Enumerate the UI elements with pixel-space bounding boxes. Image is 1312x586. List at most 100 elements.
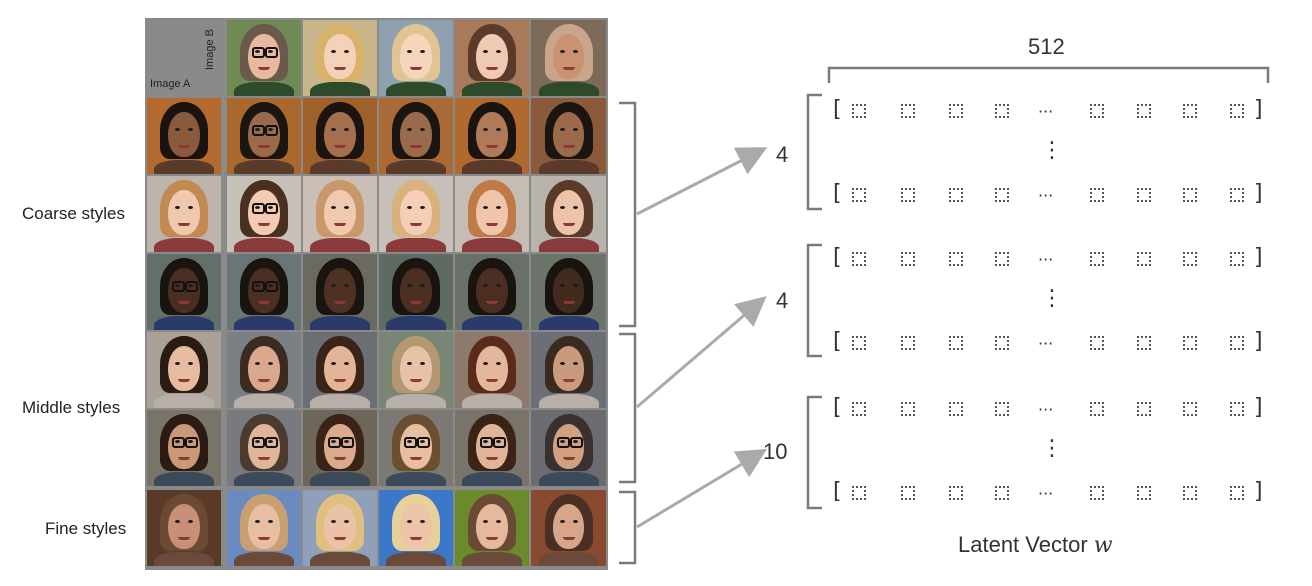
face-skin <box>168 345 200 392</box>
latent-entry <box>1090 252 1104 266</box>
face-eye <box>268 284 274 288</box>
face-mouth <box>334 145 346 149</box>
face-eye <box>559 206 565 210</box>
face-mouth <box>486 457 498 461</box>
face-skin <box>552 503 585 550</box>
face-cell <box>227 410 301 486</box>
face-shirt <box>462 82 522 96</box>
face-cell <box>531 332 606 408</box>
face-shirt <box>386 394 446 408</box>
face-skin <box>476 345 508 392</box>
face-cell <box>147 254 221 330</box>
face-shirt <box>386 82 446 96</box>
face-eye <box>573 520 578 524</box>
face-eye <box>344 50 350 54</box>
face-eye <box>496 284 502 288</box>
latent-entry <box>852 486 866 500</box>
latent-vector-title: Latent Vector w <box>958 532 1113 558</box>
face-cell <box>455 20 529 96</box>
face-shirt <box>310 394 370 408</box>
close-bracket: ] <box>1254 479 1263 504</box>
face-skin <box>400 189 432 236</box>
face-cell <box>379 98 453 174</box>
face-eye <box>573 362 578 366</box>
latent-entry <box>995 252 1009 266</box>
face-mouth <box>258 537 270 541</box>
face-shirt <box>538 394 599 408</box>
face-skin <box>476 189 508 236</box>
face-mouth <box>562 223 575 227</box>
face-eye <box>175 440 181 444</box>
face-eye <box>496 520 502 524</box>
close-bracket: ] <box>1254 245 1263 270</box>
face-eye <box>496 128 502 132</box>
face-shirt <box>234 472 294 486</box>
face-mouth <box>334 379 346 383</box>
face-eye <box>344 284 350 288</box>
face-shirt <box>462 160 522 174</box>
face-mouth <box>334 457 346 461</box>
face-eye <box>483 284 489 288</box>
face-shirt <box>154 160 214 174</box>
latent-entry <box>995 486 1009 500</box>
face-cell <box>303 98 377 174</box>
face-eye <box>407 206 413 210</box>
face-mouth <box>258 67 270 71</box>
face-mouth <box>258 223 270 227</box>
face-eye <box>483 206 489 210</box>
face-cell <box>455 176 529 252</box>
face-eye <box>496 206 502 210</box>
latent-entry <box>852 336 866 350</box>
face-skin <box>476 267 508 314</box>
glasses <box>185 437 199 449</box>
latent-group-1-brace <box>806 93 822 211</box>
face-shirt <box>538 472 599 486</box>
face-cell <box>147 332 221 408</box>
face-mouth <box>486 301 498 305</box>
group-2-count: 4 <box>776 288 789 313</box>
latent-entry <box>995 402 1009 416</box>
glasses <box>328 437 342 449</box>
face-eye <box>483 520 489 524</box>
face-shirt <box>154 316 214 330</box>
face-mouth <box>486 537 498 541</box>
face-mouth <box>410 223 422 227</box>
face-shirt <box>154 394 214 408</box>
glasses <box>265 47 279 59</box>
face-skin <box>248 345 280 392</box>
face-mouth <box>562 145 575 149</box>
row-ellipsis: ··· <box>1038 186 1054 205</box>
face-mouth <box>562 457 575 461</box>
open-bracket: [ <box>833 97 842 122</box>
latent-entry <box>852 104 866 118</box>
face-shirt <box>310 160 370 174</box>
face-mouth <box>178 457 190 461</box>
face-eye <box>175 206 181 210</box>
face-mouth <box>258 457 270 461</box>
face-mouth <box>410 301 422 305</box>
face-skin <box>324 503 356 550</box>
face-eye <box>559 128 565 132</box>
face-mouth <box>562 537 575 541</box>
face-shirt <box>234 238 294 252</box>
face-cell <box>303 410 377 486</box>
glasses <box>252 47 266 59</box>
latent-entry <box>901 402 915 416</box>
latent-entry <box>1183 402 1197 416</box>
face-eye <box>188 520 194 524</box>
face-cell <box>531 98 606 174</box>
face-eye <box>407 128 413 132</box>
face-skin <box>400 267 432 314</box>
vertical-ellipsis: ⋮ <box>1041 138 1063 163</box>
face-eye <box>483 362 489 366</box>
close-bracket: ] <box>1254 181 1263 206</box>
latent-entry <box>1137 486 1151 500</box>
latent-entry <box>949 252 963 266</box>
latent-group-3-brace <box>806 395 822 510</box>
face-eye <box>420 520 426 524</box>
glasses <box>493 437 507 449</box>
face-mouth <box>334 301 346 305</box>
glasses <box>265 203 279 215</box>
vertical-ellipsis: ⋮ <box>1041 286 1063 311</box>
face-eye <box>255 206 261 210</box>
